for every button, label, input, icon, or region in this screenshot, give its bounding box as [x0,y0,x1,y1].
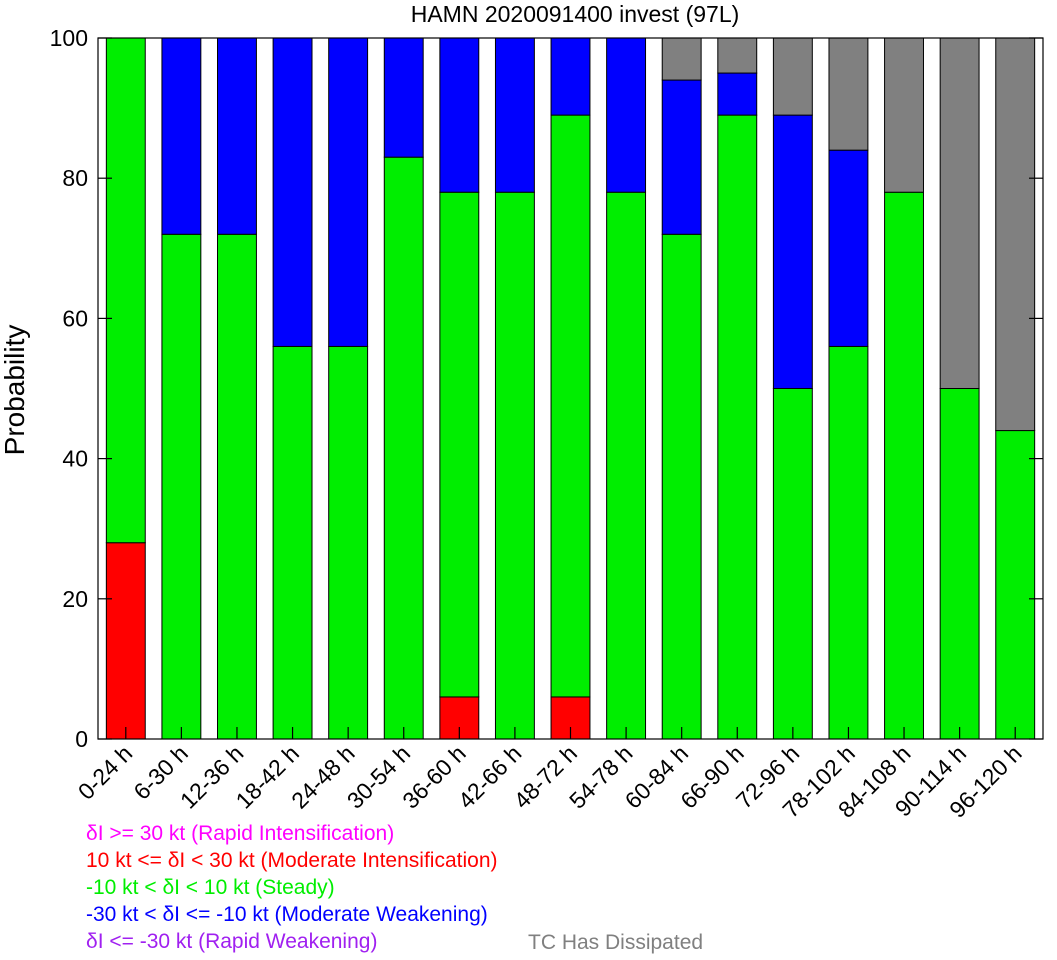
bar-dissipated-12 [772,37,813,116]
bar-steady-5 [383,156,424,740]
bar-steady-6 [439,191,480,698]
legend-moderate-weakening: -30 kt < δI <= -10 kt (Moderate Weakenin… [86,903,488,926]
bar-steady-0 [105,37,146,544]
legend-rapid-weakening: δI <= -30 kt (Rapid Weakening) [86,930,378,953]
bar-dissipated-13 [828,37,869,151]
bar-steady-7 [494,191,535,740]
bar-steady-10 [661,233,702,740]
bar-dissipated-16 [995,37,1036,432]
y-tick-label-3: 60 [62,305,88,331]
bar-steady-13 [828,345,869,740]
bar-mw-12 [772,114,813,390]
bar-steady-15 [939,388,980,740]
x-tick-labels: 0-24 h6-30 h12-36 h18-42 h24-48 h30-54 h… [73,740,1027,823]
y-tick-label-5: 100 [50,25,88,51]
bar-steady-1 [161,233,202,740]
bar-mw-4 [328,37,369,347]
bar-steady-14 [884,191,924,740]
bar-dissipated-11 [717,37,758,74]
legend-dissipated: TC Has Dissipated [528,931,704,954]
bar-mw-10 [661,79,702,235]
bar-steady-2 [217,233,257,740]
bar-mw-7 [494,37,535,193]
chart-title: HAMN 2020091400 invest (97L) [411,1,740,27]
bar-steady-16 [995,430,1036,740]
bar-mi-0 [105,542,146,740]
bar-dissipated-10 [661,37,702,81]
legend-steady: -10 kt < δI < 10 kt (Steady) [86,876,335,899]
bar-mw-13 [828,149,869,347]
bar-mw-6 [439,37,480,193]
y-tick-label-4: 80 [62,165,88,191]
axes-layer [97,37,1044,740]
bars-layer [105,37,1036,740]
y-tick-label-0: 0 [75,726,88,752]
y-tick-label-2: 40 [62,446,88,472]
bar-dissipated-14 [884,37,924,193]
y-tick-label-1: 20 [62,586,88,612]
bar-steady-8 [550,114,591,698]
bar-mw-9 [606,37,647,193]
bar-steady-4 [328,345,369,740]
y-axis-label: Probability [0,325,30,456]
bar-dissipated-15 [939,37,980,389]
y-tick-labels: 0 20 40 60 80 100 [50,25,88,752]
bar-mw-5 [383,37,424,158]
bar-mw-11 [717,72,758,116]
bar-steady-11 [717,114,758,740]
bar-steady-12 [772,388,813,740]
bar-steady-3 [272,345,313,740]
bar-mw-2 [217,37,257,235]
bar-mw-1 [161,37,202,235]
bar-mw-3 [272,37,313,347]
legend-rapid-intensification: δI >= 30 kt (Rapid Intensification) [86,822,395,845]
bar-steady-9 [606,191,647,740]
legend-moderate-intensification: 10 kt <= δI < 30 kt (Moderate Intensific… [86,849,498,872]
bar-mw-8 [550,37,591,116]
